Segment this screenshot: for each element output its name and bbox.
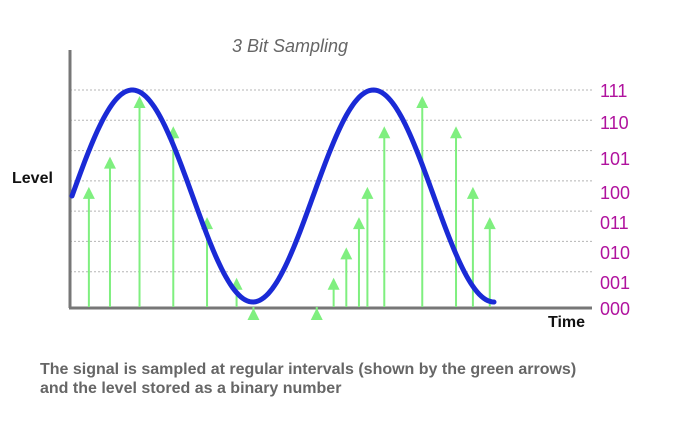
sample-arrow-head	[327, 277, 340, 290]
sample-arrow	[310, 307, 323, 320]
sample-arrow	[483, 217, 496, 307]
caption: The signal is sampled at regular interva…	[40, 360, 680, 398]
sample-arrow	[133, 96, 146, 307]
sample-arrow-head	[416, 96, 429, 108]
grid-lines	[70, 89, 592, 273]
axes	[68, 50, 592, 310]
sample-arrow-head	[103, 156, 116, 169]
level-label-110: 110	[600, 113, 629, 133]
sample-arrow	[247, 307, 260, 320]
sample-arrow	[82, 186, 95, 307]
level-label-101: 101	[600, 149, 630, 169]
level-label-111: 111	[600, 81, 627, 101]
sample-arrow-head	[82, 186, 95, 199]
level-labels: 000 001 010 011 100 101 110 111	[600, 81, 630, 319]
sample-arrow	[416, 96, 429, 307]
sample-arrow	[103, 156, 116, 307]
sample-arrow	[352, 217, 365, 307]
level-label-000: 000	[600, 299, 630, 319]
level-label-011: 011	[600, 213, 629, 233]
sample-arrow-head	[378, 126, 391, 139]
sample-arrow-head	[483, 217, 496, 230]
sample-arrow-head	[450, 126, 463, 139]
sample-arrow	[340, 247, 353, 307]
signal-curve	[69, 87, 497, 305]
sample-arrow-head	[466, 186, 479, 199]
sample-arrow	[450, 126, 463, 307]
caption-line-1: The signal is sampled at regular interva…	[40, 361, 577, 378]
sample-arrow	[327, 277, 340, 307]
sample-arrows	[82, 96, 496, 320]
chart-title: 3 Bit Sampling	[232, 36, 349, 56]
sample-arrow	[378, 126, 391, 307]
level-label-001: 001	[600, 273, 630, 293]
sample-arrow-head	[247, 308, 260, 320]
level-label-010: 010	[600, 243, 630, 263]
sample-arrow-head	[352, 217, 365, 230]
caption-line-2: and the level stored as a binary number	[40, 380, 342, 397]
x-axis-label: Time	[548, 314, 586, 331]
level-label-100: 100	[600, 183, 630, 203]
sample-arrow-head	[310, 308, 323, 320]
y-axis-label: Level	[12, 170, 53, 187]
signal-wave	[69, 87, 497, 305]
sample-arrow	[361, 186, 374, 307]
sample-arrow-head	[361, 186, 374, 199]
sample-arrow-head	[133, 96, 146, 108]
sample-arrow-head	[340, 247, 353, 260]
